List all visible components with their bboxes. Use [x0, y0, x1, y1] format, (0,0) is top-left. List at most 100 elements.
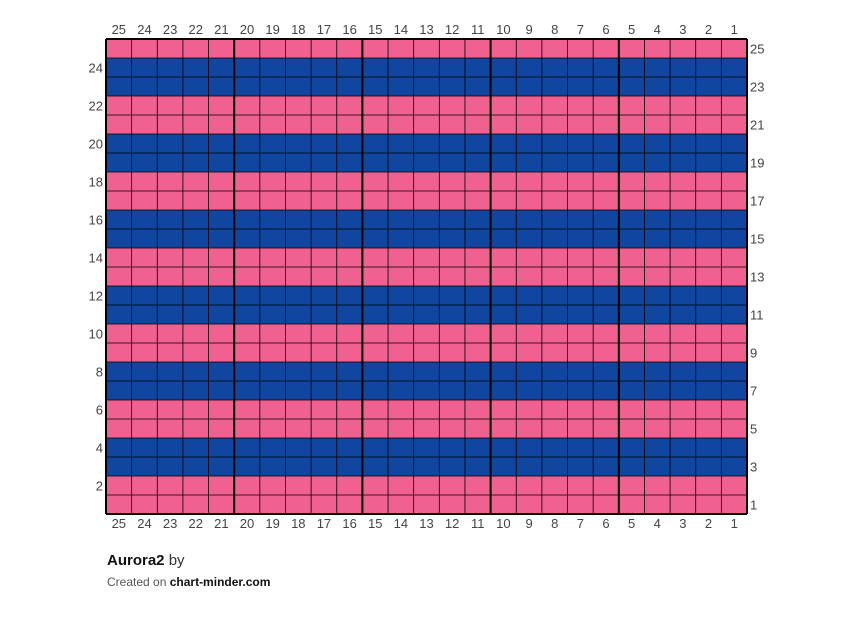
stitch-cell — [516, 39, 542, 58]
stitch-cell — [311, 495, 337, 514]
stitch-cell — [439, 96, 465, 115]
stitch-cell — [695, 172, 722, 191]
stitch-cell — [567, 476, 594, 495]
stitch-cell — [695, 438, 722, 457]
stitch-cell — [234, 324, 260, 343]
stitch-cell — [721, 229, 747, 248]
stitch-cell — [285, 495, 312, 514]
stitch-cell — [106, 305, 132, 324]
stitch-cell — [413, 476, 440, 495]
stitch-cell — [490, 77, 517, 96]
stitch-cell — [106, 457, 132, 476]
stitch-cell — [439, 286, 465, 305]
stitch-cell — [593, 77, 619, 96]
stitch-cell — [182, 134, 209, 153]
stitch-cell — [670, 457, 696, 476]
stitch-cell — [618, 134, 645, 153]
stitch-cell — [336, 210, 363, 229]
stitch-cell — [439, 210, 465, 229]
stitch-cell — [388, 495, 414, 514]
stitch-cell — [285, 400, 312, 419]
stitch-cell — [618, 495, 645, 514]
stitch-cell — [541, 96, 568, 115]
stitch-cell — [157, 229, 183, 248]
stitch-cell — [413, 457, 440, 476]
stitch-cell — [157, 134, 183, 153]
stitch-cell — [131, 305, 158, 324]
stitch-cell — [670, 476, 696, 495]
stitch-cell — [490, 343, 517, 362]
stitch-cell — [157, 381, 183, 400]
stitch-cell — [234, 457, 260, 476]
stitch-cell — [106, 419, 132, 438]
stitch-cell — [285, 77, 312, 96]
stitch-cell — [336, 286, 363, 305]
column-label: 17 — [317, 22, 331, 37]
stitch-cell — [106, 153, 132, 172]
column-label: 1 — [731, 22, 738, 37]
column-label: 8 — [551, 22, 558, 37]
stitch-cell — [593, 343, 619, 362]
column-label: 4 — [654, 516, 661, 531]
stitch-cell — [567, 39, 594, 58]
stitch-cell — [644, 381, 671, 400]
stitch-cell — [516, 362, 542, 381]
stitch-cell — [644, 172, 671, 191]
stitch-cell — [490, 115, 517, 134]
stitch-cell — [259, 457, 286, 476]
row-label: 16 — [89, 213, 103, 228]
stitch-cell — [644, 324, 671, 343]
stitch-cell — [721, 400, 747, 419]
column-label: 1 — [731, 516, 738, 531]
stitch-cell — [618, 172, 645, 191]
column-label: 7 — [577, 516, 584, 531]
stitch-cell — [695, 77, 722, 96]
stitch-cell — [234, 400, 260, 419]
stitch-cell — [541, 419, 568, 438]
stitch-cell — [413, 286, 440, 305]
stitch-cell — [618, 267, 645, 286]
title-line: Aurora2 by — [107, 552, 270, 569]
stitch-cell — [695, 248, 722, 267]
stitch-cell — [695, 495, 722, 514]
stitch-cell — [464, 419, 491, 438]
stitch-cell — [644, 438, 671, 457]
stitch-cell — [721, 495, 747, 514]
stitch-cell — [131, 229, 158, 248]
stitch-cell — [644, 210, 671, 229]
stitch-cell — [695, 381, 722, 400]
column-label: 24 — [137, 22, 151, 37]
stitch-cell — [131, 343, 158, 362]
stitch-cell — [439, 381, 465, 400]
stitch-cell — [182, 324, 209, 343]
site-link[interactable]: chart-minder.com — [169, 575, 271, 589]
stitch-cell — [644, 39, 671, 58]
stitch-cell — [644, 191, 671, 210]
column-label: 22 — [189, 516, 203, 531]
column-label: 10 — [496, 22, 510, 37]
stitch-cell — [516, 343, 542, 362]
stitch-cell — [208, 438, 235, 457]
column-label: 12 — [445, 516, 459, 531]
column-label: 20 — [240, 516, 254, 531]
stitch-cell — [413, 229, 440, 248]
chart-grid-thick-lines — [105, 38, 748, 515]
stitch-cell — [234, 286, 260, 305]
stitch-cell — [336, 419, 363, 438]
stitch-cell — [439, 115, 465, 134]
stitch-cell — [618, 419, 645, 438]
stitch-cell — [259, 229, 286, 248]
stitch-cell — [285, 39, 312, 58]
stitch-cell — [259, 324, 286, 343]
stitch-cell — [157, 39, 183, 58]
stitch-cell — [388, 58, 414, 77]
stitch-cell — [593, 457, 619, 476]
stitch-cell — [208, 58, 235, 77]
stitch-cell — [336, 438, 363, 457]
stitch-cell — [131, 267, 158, 286]
stitch-cell — [234, 210, 260, 229]
stitch-cell — [516, 286, 542, 305]
stitch-cell — [541, 77, 568, 96]
column-label: 5 — [628, 516, 635, 531]
column-label: 11 — [471, 516, 485, 531]
